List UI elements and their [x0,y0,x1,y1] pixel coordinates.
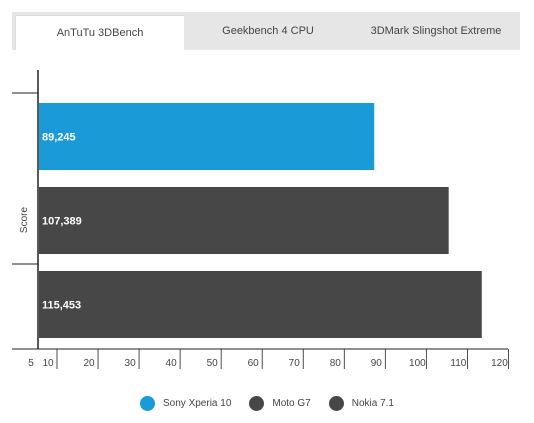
legend-label: Nokia 7.1 [351,398,394,409]
x-tick-label: 70 [289,358,301,369]
tab-antutu-3dbench[interactable]: AnTuTu 3DBench [15,15,184,50]
x-tick-label: 80 [330,358,342,369]
x-tick-label: 100 [409,358,426,369]
x-tick-label: 120 [491,358,508,369]
legend-label: Moto G7 [272,398,311,409]
x-tick-label: 110 [450,358,466,369]
legend-dot-icon [328,396,344,411]
bar-moto-g7[interactable] [39,187,449,254]
x-tick-label: 10 [42,358,54,369]
tab-geekbench-4-cpu[interactable]: Geekbench 4 CPU [222,25,314,37]
legend-item-sony-xperia-10[interactable]: Sony Xperia 10 [140,396,231,411]
legend: Sony Xperia 10 Moto G7 Nokia 7.1 [0,396,534,411]
tab-3dmark-slingshot-extreme[interactable]: 3DMark Slingshot Extreme [370,25,502,37]
x-tick-label: 20 [83,358,95,369]
legend-item-moto-g7[interactable]: Moto G7 [249,396,311,411]
x-tick-label: 40 [166,358,178,369]
x-tick-label: 5 [28,358,34,369]
benchmark-tabs: AnTuTu 3DBench Geekbench 4 CPU 3DMark Sl… [12,12,520,50]
legend-dot-icon [140,396,155,411]
bar-sony-xperia-10[interactable] [39,103,375,170]
x-tick-label: 60 [248,358,260,369]
legend-label: Sony Xperia 10 [163,398,232,409]
bar-value-label: 89,245 [42,132,76,144]
bar-value-label: 115,453 [42,300,81,312]
bar-value-label: 107,389 [42,216,82,228]
x-tick-label: 90 [371,358,383,369]
bar-nokia-7-1[interactable] [39,271,482,338]
legend-dot-icon [249,396,265,411]
x-tick-label: 30 [125,358,137,369]
y-axis-label: Score [19,207,30,234]
x-tick-label: 50 [207,358,219,369]
legend-item-nokia-7-1[interactable]: Nokia 7.1 [328,396,394,411]
